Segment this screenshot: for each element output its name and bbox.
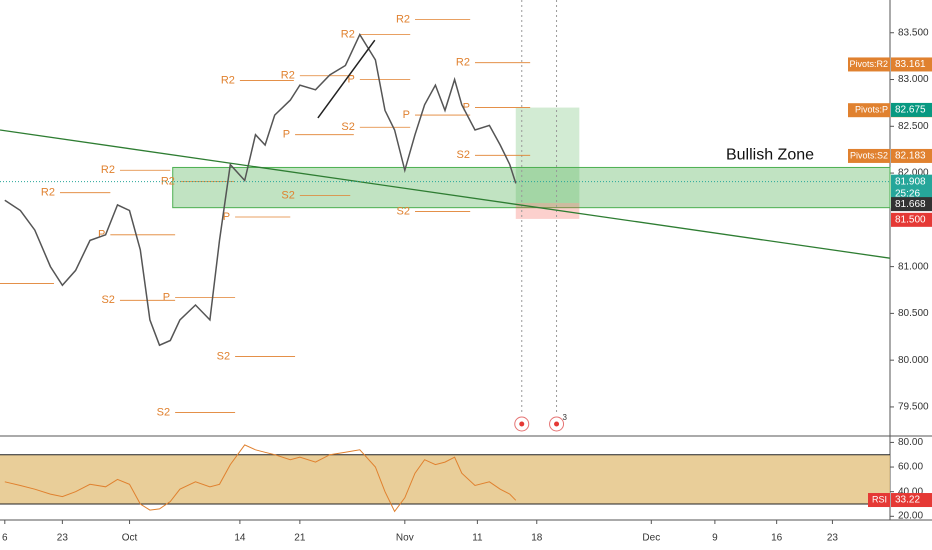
rsi-line bbox=[4, 444, 517, 513]
zone-label: Bullish Zone bbox=[726, 147, 814, 164]
trend-line bbox=[0, 129, 891, 259]
pivot-label: P bbox=[403, 109, 410, 121]
price-badge bbox=[891, 102, 932, 117]
rsi-name-badge bbox=[868, 493, 890, 508]
x-tick-label: 21 bbox=[294, 533, 306, 544]
pivot-label: S2 bbox=[217, 350, 230, 362]
wedge-line bbox=[317, 39, 376, 119]
pivot-label: R2 bbox=[41, 187, 55, 199]
y-tick-label: 80.000 bbox=[898, 355, 929, 366]
pivot-badge-label: Pivots:S2 bbox=[850, 150, 888, 160]
x-tick-label: 18 bbox=[531, 533, 543, 544]
event-dot bbox=[554, 421, 560, 427]
pivot-label: P bbox=[463, 101, 470, 113]
pivot-label: P bbox=[223, 211, 230, 223]
pivot-badge-label: Pivots:P bbox=[855, 105, 888, 115]
event-dot bbox=[519, 421, 525, 427]
x-tick-label: 11 bbox=[472, 533, 483, 544]
pivot-badge bbox=[848, 148, 890, 163]
pivot-label: R2 bbox=[341, 29, 355, 41]
pivot-label: R2 bbox=[396, 14, 410, 26]
price-badge bbox=[891, 212, 932, 227]
x-tick-label: 16 bbox=[771, 533, 783, 544]
x-tick-label: 23 bbox=[827, 533, 839, 544]
x-tick-label: 6 bbox=[2, 533, 8, 544]
pivot-label: S2 bbox=[157, 406, 170, 418]
rsi-badge-label: 33.22 bbox=[895, 495, 920, 506]
price-line bbox=[4, 33, 517, 347]
y-tick-label: 80.500 bbox=[898, 308, 929, 319]
pivot-label: P bbox=[98, 229, 105, 241]
pivot-label: R2 bbox=[221, 74, 235, 86]
pivot-label: S2 bbox=[457, 149, 470, 161]
x-tick-label: 23 bbox=[57, 533, 69, 544]
rsi-tick-label: 60.00 bbox=[898, 462, 923, 473]
pivot-label: S2 bbox=[101, 294, 114, 306]
y-tick-label: 79.500 bbox=[898, 402, 929, 413]
price-badge-label: 82.675 bbox=[895, 105, 926, 116]
pivot-label: S2 bbox=[281, 189, 294, 201]
price-badge-label: 81.500 bbox=[895, 214, 926, 225]
pivot-badge bbox=[848, 57, 890, 72]
x-tick-label: Nov bbox=[396, 533, 414, 544]
price-badge-label: 82.183 bbox=[895, 151, 926, 162]
bullish-zone bbox=[172, 166, 891, 209]
pivot-label: R2 bbox=[101, 164, 115, 176]
x-tick-label: 9 bbox=[712, 533, 718, 544]
pivot-label: R2 bbox=[456, 57, 470, 69]
pivot-label: R2 bbox=[281, 70, 295, 82]
x-tick-label: Oct bbox=[122, 533, 138, 544]
rsi-tick-label: 20.00 bbox=[898, 511, 923, 522]
rsi-tick-label: 40.00 bbox=[898, 486, 923, 497]
last-price-label: 81.908 bbox=[895, 176, 926, 187]
price-badge-label: 83.161 bbox=[895, 59, 926, 70]
price-badge bbox=[891, 57, 932, 72]
pivot-badge-label: Pivots:R2 bbox=[849, 59, 888, 69]
rsi-band bbox=[0, 454, 890, 504]
y-tick-label: 82.500 bbox=[898, 121, 929, 132]
rsi-badge bbox=[891, 493, 932, 508]
y-tick-label: 82.000 bbox=[898, 168, 929, 179]
rsi-tick-label: 80.00 bbox=[898, 437, 923, 448]
pivot-label: S2 bbox=[397, 205, 410, 217]
x-tick-label: Dec bbox=[642, 533, 660, 544]
price-badge bbox=[891, 197, 932, 212]
y-tick-label: 83.500 bbox=[898, 27, 929, 38]
countdown: 25:26 bbox=[895, 188, 920, 199]
y-tick-label: 81.000 bbox=[898, 261, 929, 272]
pivot-label: P bbox=[347, 73, 354, 85]
price-badge-label: 81.668 bbox=[895, 199, 926, 210]
pivot-label: P bbox=[163, 291, 170, 303]
pivot-label: P bbox=[283, 129, 290, 141]
x-tick-label: 14 bbox=[234, 533, 246, 544]
y-tick-label: 83.000 bbox=[898, 74, 929, 85]
event-badge: 3 bbox=[563, 413, 568, 422]
rsi-name: RSI bbox=[872, 494, 887, 504]
pivot-label: S2 bbox=[341, 121, 354, 133]
event-icon bbox=[514, 416, 530, 432]
last-price-badge bbox=[891, 174, 932, 201]
event-icon bbox=[549, 416, 565, 432]
pivot-badge bbox=[848, 103, 890, 118]
pivot-label: R2 bbox=[161, 175, 175, 187]
price-badge bbox=[891, 148, 932, 163]
